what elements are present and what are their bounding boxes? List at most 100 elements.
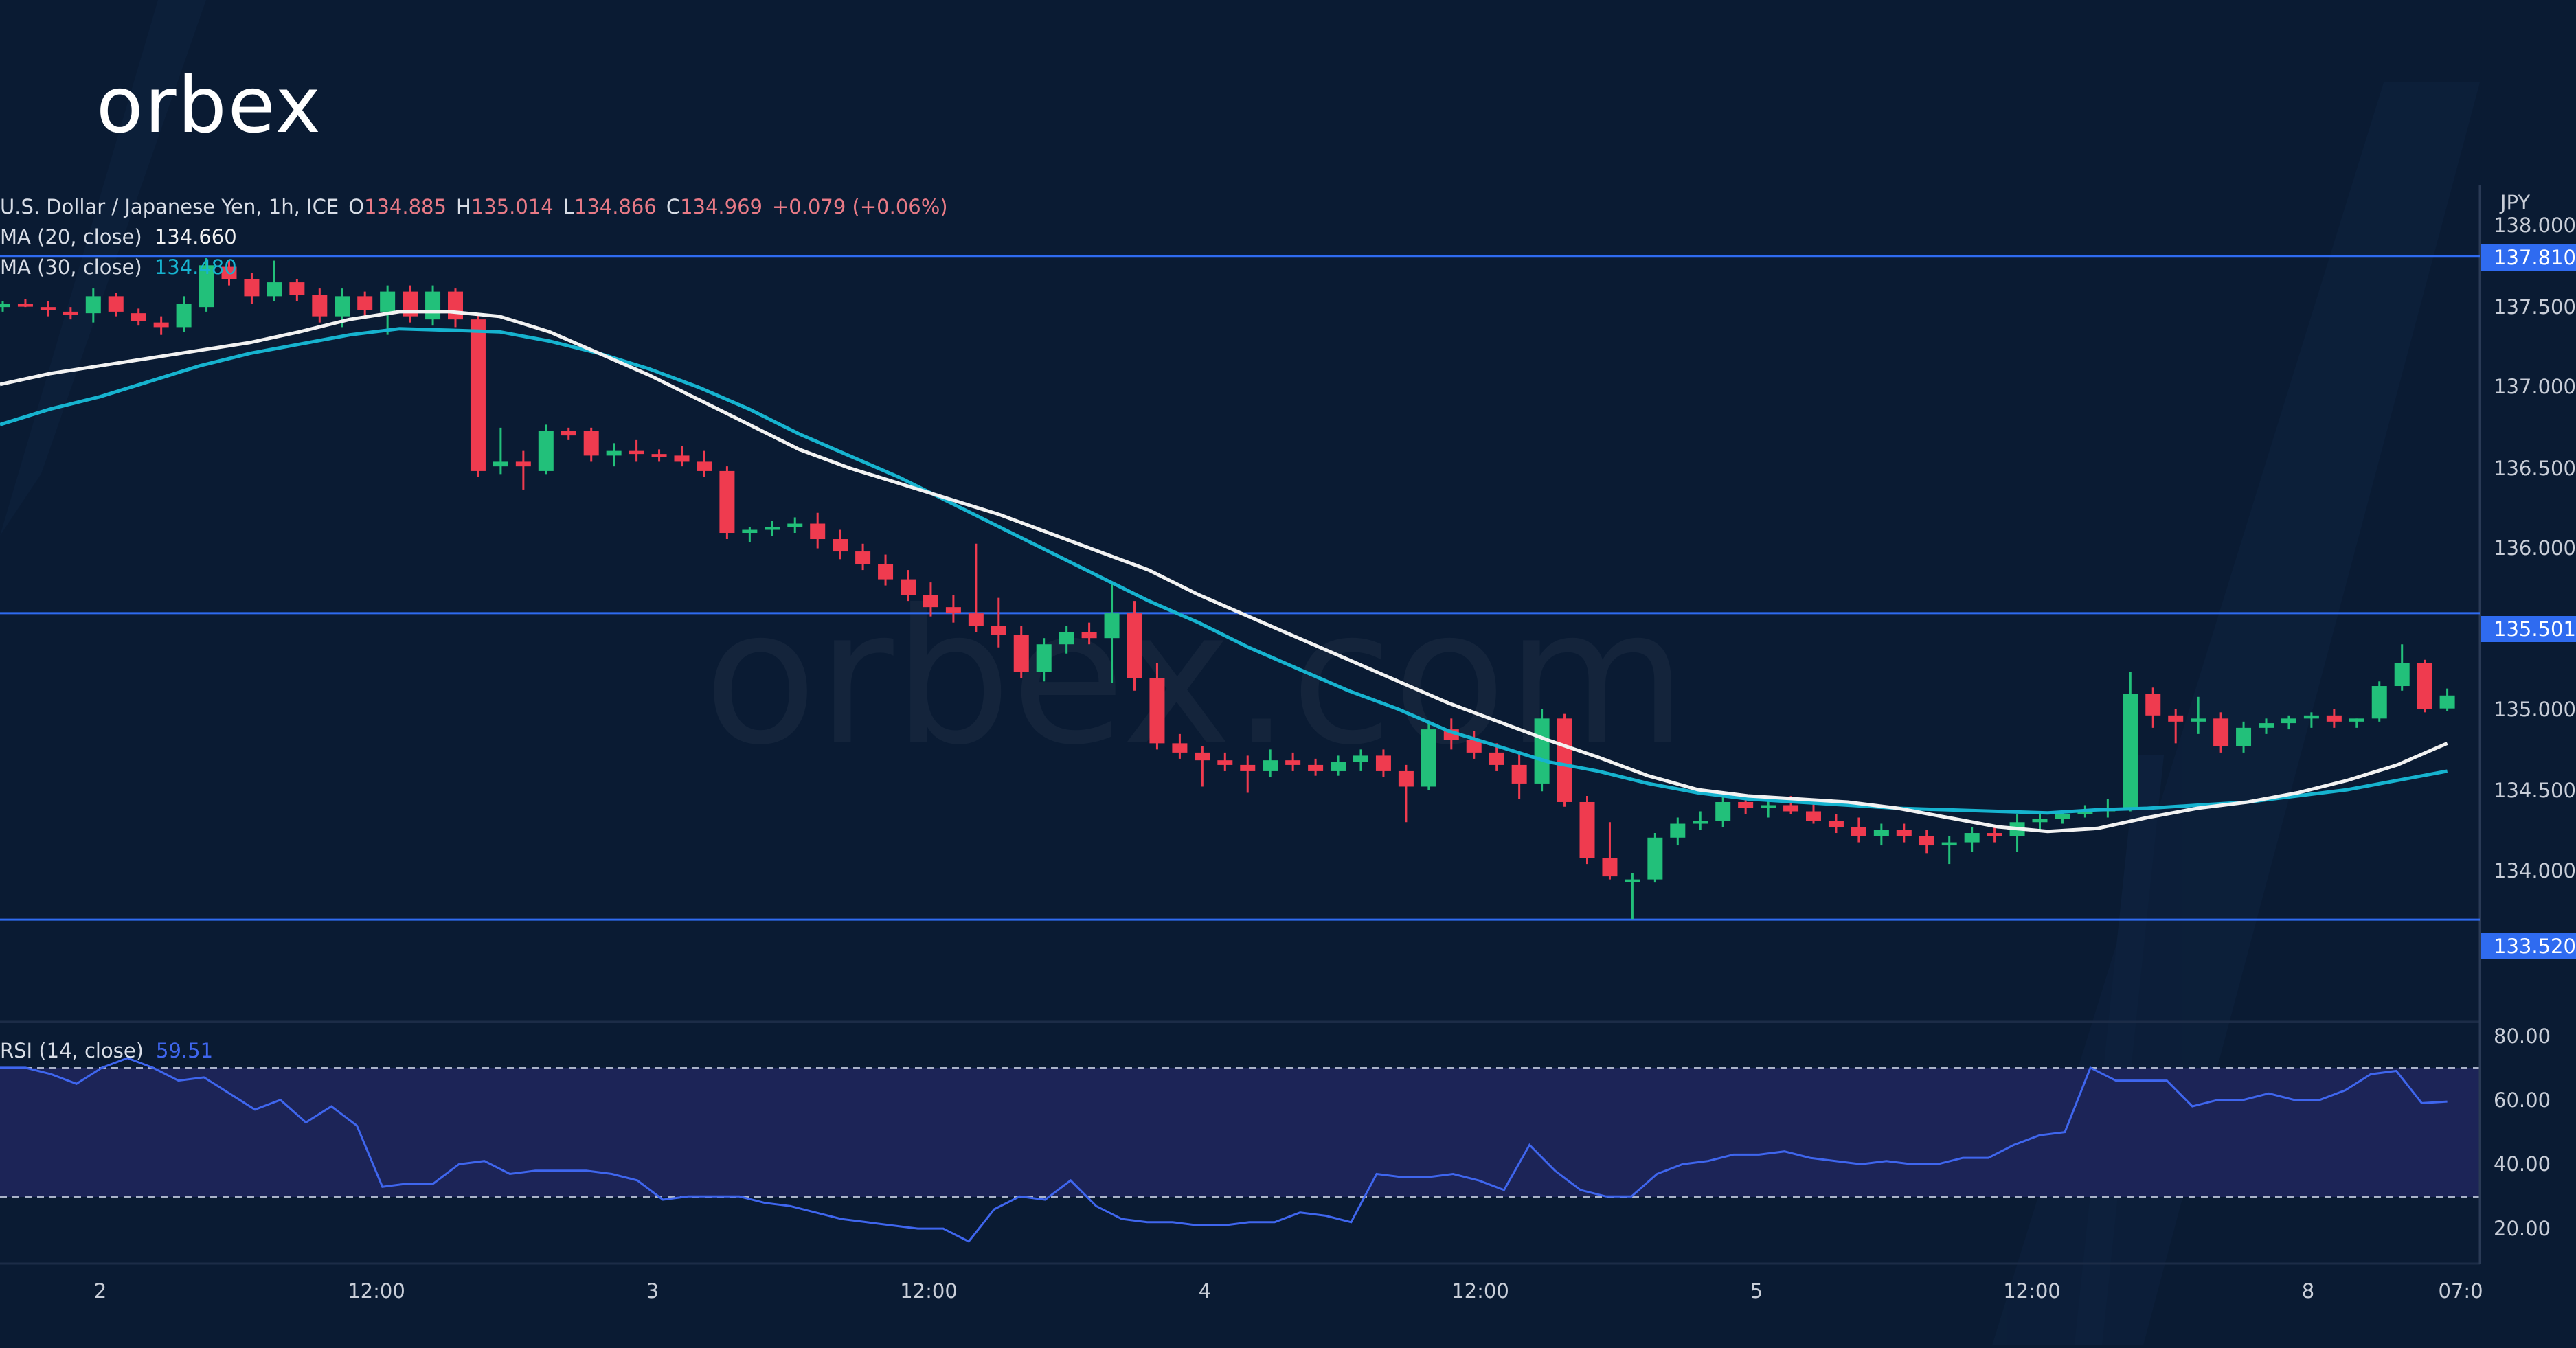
time-tick: 3	[646, 1279, 659, 1303]
candle-body	[380, 291, 396, 312]
bull-candle	[2191, 696, 2206, 734]
candle-body	[1285, 760, 1301, 765]
price-tick: 138.000	[2494, 214, 2576, 237]
moving-averages	[0, 310, 2448, 834]
ma20-line	[0, 310, 2448, 834]
candle-body	[1873, 830, 1889, 836]
bull-candle	[267, 260, 282, 301]
candle-body	[538, 431, 554, 471]
bear-candle	[1557, 713, 1572, 807]
candle-body	[855, 551, 871, 564]
bull-candle	[1263, 749, 1278, 777]
candle-body	[2191, 718, 2206, 722]
candle-body	[697, 461, 712, 471]
candle-body	[1761, 805, 1776, 808]
bear-candle	[583, 427, 599, 462]
level-tag-137810: 137.810	[2494, 246, 2576, 269]
candle-body	[2439, 695, 2455, 709]
bull-candle	[1873, 823, 1889, 846]
candle-body	[1331, 762, 1346, 771]
time-tick: 12:00	[1451, 1279, 1509, 1303]
bear-candle	[1127, 601, 1142, 691]
candle-body	[1195, 752, 1210, 761]
candle-body	[2326, 715, 2342, 722]
candle-body	[1353, 755, 1368, 762]
bull-candle	[765, 521, 780, 536]
rsi-pane	[0, 1067, 2480, 1198]
bull-candle	[606, 443, 622, 467]
low-value: 134.866	[574, 195, 657, 218]
bear-candle	[1851, 817, 1866, 843]
candle-body	[1466, 740, 1482, 753]
bear-candle	[1081, 622, 1097, 645]
candle-body	[357, 296, 373, 310]
candle-body	[199, 265, 214, 308]
bear-candle	[1896, 823, 1912, 843]
candle-body	[448, 291, 463, 320]
bull-candle	[85, 288, 101, 323]
rsi-label: RSI (14, close)	[0, 1039, 144, 1062]
bull-candle	[1104, 582, 1120, 683]
bear-candle	[968, 543, 984, 632]
ma20-label: MA (20, close)	[0, 225, 142, 249]
candle-body	[0, 304, 10, 308]
bear-candle	[810, 512, 826, 549]
candle-body	[493, 461, 508, 467]
watermark-text: orbex.com	[703, 569, 1686, 786]
candle-body	[923, 595, 938, 608]
candle-body	[1149, 678, 1165, 744]
level-tag-box	[2481, 244, 2576, 271]
bull-candle	[1715, 795, 1731, 827]
candle-body	[1941, 842, 1957, 846]
bear-candle	[991, 597, 1006, 648]
bull-candle	[1331, 755, 1346, 776]
bull-candle	[1647, 833, 1663, 883]
change-value: +0.079 (+0.06%)	[772, 195, 948, 218]
rsi-value: 59.51	[156, 1039, 213, 1062]
bear-candle	[1511, 752, 1527, 799]
bull-candle	[1353, 749, 1368, 771]
bear-candle	[470, 313, 486, 477]
time-tick: 4	[1199, 1279, 1211, 1303]
bear-candle	[1217, 752, 1233, 771]
candle-body	[833, 539, 848, 552]
bull-candle	[538, 424, 554, 475]
candle-body	[2303, 715, 2319, 719]
bear-candle	[651, 449, 667, 462]
bull-candle	[1059, 626, 1074, 654]
time-axis: 2 12:00 3 12:00 4 12:00 5 12:00 8 07:0	[94, 1279, 2483, 1303]
candle-body	[1987, 833, 2002, 836]
bull-candle	[2371, 681, 2387, 722]
bear-candle	[945, 595, 961, 623]
candle-body	[1398, 770, 1414, 787]
candle-body	[629, 450, 644, 455]
candle-body	[1375, 755, 1391, 771]
candle-body	[991, 626, 1006, 635]
bear-candle	[1149, 663, 1165, 750]
candle-body	[1715, 801, 1731, 821]
bull-candle	[2032, 811, 2048, 830]
candle-body	[2417, 663, 2432, 709]
bear-candle	[40, 301, 56, 317]
candle-body	[945, 607, 961, 614]
bear-candle	[153, 316, 169, 335]
candle-body	[674, 455, 690, 462]
bear-candle	[1172, 733, 1188, 759]
candle-body	[1421, 729, 1436, 787]
bull-candle	[199, 258, 214, 312]
level-tag-box	[2481, 933, 2576, 959]
candle-body	[289, 282, 305, 295]
price-tick: 135.000	[2494, 698, 2576, 721]
ma20-legend: MA (20, close) 134.660	[0, 225, 237, 249]
candle-body	[2349, 718, 2364, 722]
candle-body	[267, 282, 282, 297]
symbol-name: U.S. Dollar / Japanese Yen, 1h, ICE	[0, 195, 339, 218]
bear-candle	[878, 554, 894, 586]
bull-candle	[1941, 836, 1957, 865]
candle-body	[425, 291, 441, 320]
bear-candle	[2213, 712, 2229, 753]
bear-candle	[1466, 731, 1482, 759]
candle-body	[1081, 632, 1097, 639]
chart-legend: U.S. Dollar / Japanese Yen, 1h, ICE O134.…	[0, 195, 948, 1062]
bear-candle	[674, 446, 690, 467]
